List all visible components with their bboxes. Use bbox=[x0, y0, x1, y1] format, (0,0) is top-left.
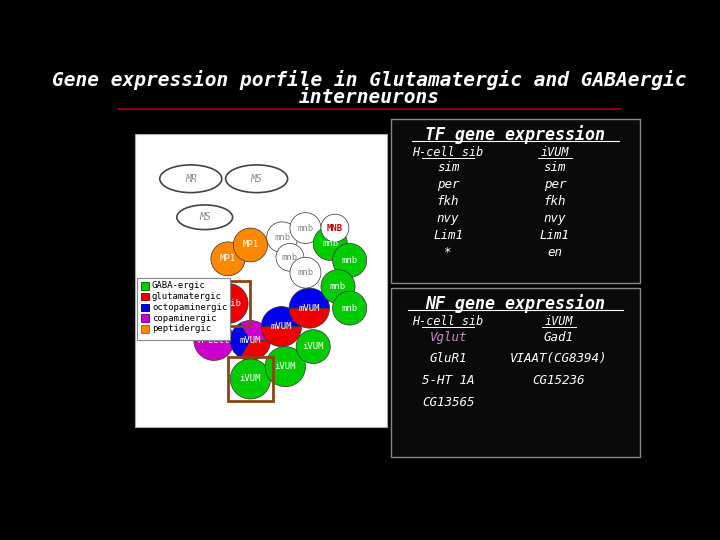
Text: H-cell sib: H-cell sib bbox=[413, 315, 484, 328]
Bar bbox=[141, 314, 149, 322]
Text: CG13565: CG13565 bbox=[422, 396, 474, 409]
Text: MS: MS bbox=[199, 212, 210, 222]
Circle shape bbox=[211, 242, 245, 276]
Text: mnb: mnb bbox=[330, 282, 346, 291]
Wedge shape bbox=[230, 323, 251, 358]
Text: fkh: fkh bbox=[437, 195, 459, 208]
Text: Lim1: Lim1 bbox=[540, 230, 570, 242]
Text: iVUM: iVUM bbox=[541, 146, 570, 159]
Text: Gad1: Gad1 bbox=[544, 331, 574, 344]
Text: GluR1: GluR1 bbox=[429, 353, 467, 366]
Circle shape bbox=[230, 359, 271, 399]
Bar bbox=[135, 134, 387, 427]
Wedge shape bbox=[289, 308, 330, 328]
Circle shape bbox=[321, 214, 349, 242]
Text: sim: sim bbox=[544, 161, 566, 174]
Ellipse shape bbox=[177, 205, 233, 229]
FancyBboxPatch shape bbox=[138, 278, 230, 340]
Text: NF gene expression: NF gene expression bbox=[426, 294, 606, 313]
Text: mnb: mnb bbox=[274, 233, 290, 242]
Bar bbox=[141, 325, 149, 333]
Text: VIAAT(CG8394): VIAAT(CG8394) bbox=[510, 353, 608, 366]
Text: iVUM: iVUM bbox=[240, 374, 261, 383]
Circle shape bbox=[194, 320, 234, 361]
Ellipse shape bbox=[225, 165, 287, 193]
Circle shape bbox=[333, 291, 366, 325]
Wedge shape bbox=[261, 327, 302, 347]
Text: 5-HT 1A: 5-HT 1A bbox=[422, 374, 474, 387]
Text: GABA-ergic: GABA-ergic bbox=[152, 281, 206, 291]
Circle shape bbox=[276, 244, 304, 271]
Text: per: per bbox=[437, 178, 459, 191]
Circle shape bbox=[233, 228, 267, 262]
Text: mnb: mnb bbox=[341, 256, 358, 265]
Text: Lim1: Lim1 bbox=[433, 230, 463, 242]
Ellipse shape bbox=[160, 165, 222, 193]
Circle shape bbox=[290, 257, 321, 288]
Text: iVUM: iVUM bbox=[302, 342, 324, 351]
Circle shape bbox=[333, 244, 366, 278]
Text: H-sib: H-sib bbox=[215, 299, 241, 308]
Circle shape bbox=[321, 269, 355, 303]
Text: mVUM: mVUM bbox=[299, 303, 320, 313]
Text: per: per bbox=[544, 178, 566, 191]
Circle shape bbox=[265, 347, 305, 387]
Text: iVUM: iVUM bbox=[274, 362, 296, 371]
Text: copaminergic: copaminergic bbox=[152, 314, 217, 322]
Text: mnb: mnb bbox=[297, 268, 313, 277]
Text: iVUM: iVUM bbox=[544, 315, 573, 328]
Text: H-cell: H-cell bbox=[198, 336, 230, 345]
Text: CG15236: CG15236 bbox=[533, 374, 585, 387]
Circle shape bbox=[296, 330, 330, 363]
Text: Vglut: Vglut bbox=[429, 331, 467, 344]
Circle shape bbox=[290, 213, 321, 244]
Text: octopaminergic: octopaminergic bbox=[152, 303, 228, 312]
Wedge shape bbox=[240, 320, 271, 340]
Text: interneurons: interneurons bbox=[299, 87, 439, 106]
FancyBboxPatch shape bbox=[391, 119, 640, 284]
Text: peptidergic: peptidergic bbox=[152, 325, 211, 333]
Bar bbox=[141, 282, 149, 289]
Text: MNB: MNB bbox=[327, 224, 343, 233]
Text: TF gene expression: TF gene expression bbox=[426, 125, 606, 144]
Text: Gene expression porfile in Glutamatergic and GABAergic: Gene expression porfile in Glutamatergic… bbox=[52, 70, 686, 90]
Text: MS: MS bbox=[251, 174, 263, 184]
Text: mnb: mnb bbox=[341, 303, 358, 313]
Text: mVUM: mVUM bbox=[271, 322, 292, 331]
Wedge shape bbox=[261, 307, 302, 327]
Text: fkh: fkh bbox=[544, 195, 566, 208]
Text: nvy: nvy bbox=[544, 212, 566, 225]
Circle shape bbox=[266, 222, 297, 253]
FancyBboxPatch shape bbox=[391, 288, 640, 457]
Text: MR: MR bbox=[185, 174, 197, 184]
Text: H-cell sib: H-cell sib bbox=[413, 146, 484, 159]
Bar bbox=[141, 303, 149, 311]
Text: mVUM: mVUM bbox=[240, 336, 261, 345]
Text: nvy: nvy bbox=[437, 212, 459, 225]
Text: glutamatergic: glutamatergic bbox=[152, 292, 222, 301]
Circle shape bbox=[313, 226, 347, 260]
Wedge shape bbox=[240, 340, 271, 361]
Text: sim: sim bbox=[437, 161, 459, 174]
Text: mnb: mnb bbox=[297, 224, 313, 233]
Text: mnb: mnb bbox=[282, 253, 298, 262]
Text: MP1: MP1 bbox=[243, 240, 258, 249]
Text: en: en bbox=[547, 246, 562, 259]
Text: *: * bbox=[444, 246, 452, 259]
Text: mnb: mnb bbox=[322, 239, 338, 248]
Bar bbox=[141, 293, 149, 300]
Text: MP1: MP1 bbox=[220, 254, 236, 264]
Wedge shape bbox=[289, 288, 330, 308]
Circle shape bbox=[208, 284, 248, 323]
